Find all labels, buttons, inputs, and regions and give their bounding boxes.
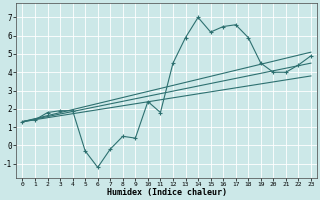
X-axis label: Humidex (Indice chaleur): Humidex (Indice chaleur) [107, 188, 227, 197]
